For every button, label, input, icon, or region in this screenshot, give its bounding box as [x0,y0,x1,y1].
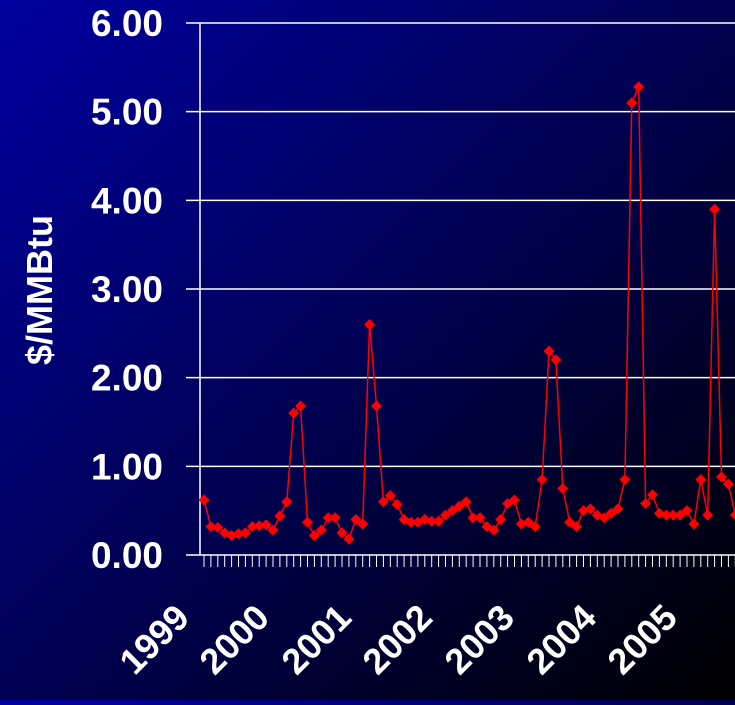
data-point [695,474,706,485]
data-point [730,510,735,521]
x-tick-label: 2004 [518,596,604,682]
data-point [709,204,720,215]
y-tick-label: 0.00 [91,535,163,576]
data-point [557,483,568,494]
x-tick-label: 2002 [354,596,440,682]
data-point [274,510,285,521]
x-tick-label: 1999 [111,596,197,682]
data-point [633,81,644,92]
gridlines [186,23,735,466]
series-line [204,87,735,539]
data-point [330,512,341,523]
data-point [302,517,313,528]
y-tick-labels: 0.00 1.00 2.00 3.00 4.00 5.00 6.00 [91,3,163,576]
data-point [281,496,292,507]
y-axis-label: $/MMBtu [19,215,60,365]
axes [186,23,735,567]
x-tick-label: 2001 [273,596,359,682]
data-point [626,97,637,108]
data-series [199,81,735,544]
y-tick-label: 3.00 [91,269,163,310]
y-tick-label: 4.00 [91,180,163,221]
x-tick-label: 2000 [191,596,277,682]
data-point [702,510,713,521]
x-tick-label: 2005 [599,596,685,682]
y-tick-label: 1.00 [91,446,163,487]
y-tick-label: 5.00 [91,92,163,133]
y-tick-label: 2.00 [91,358,163,399]
x-tick-label: 2003 [436,596,522,682]
data-point [364,319,375,330]
y-tick-label: 6.00 [91,3,163,44]
data-point [495,514,506,525]
data-point [619,474,630,485]
data-point [537,474,548,485]
data-point [371,401,382,412]
data-point [688,518,699,529]
